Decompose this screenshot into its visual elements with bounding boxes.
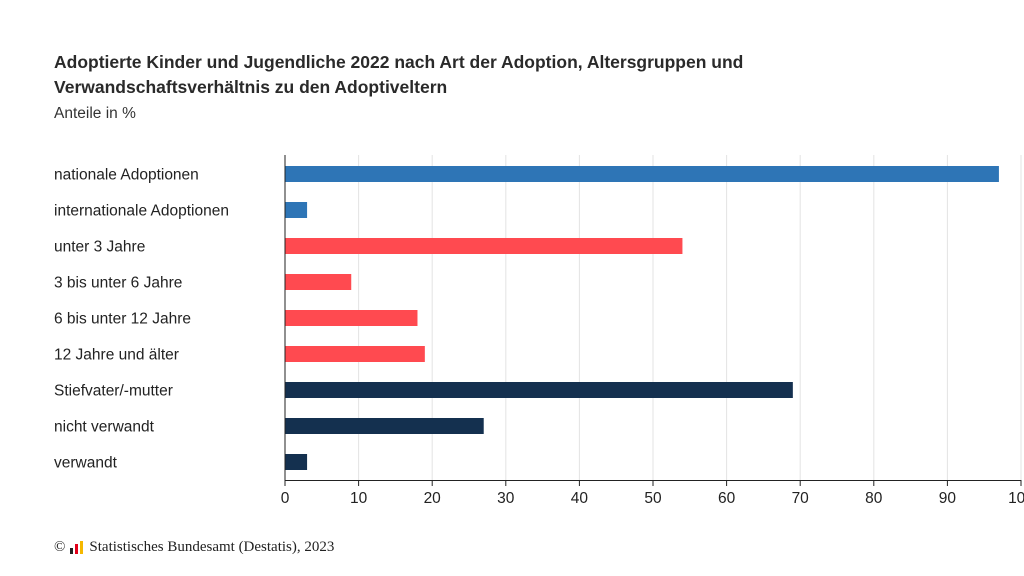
chart-title: Adoptierte Kinder und Jugendliche 2022 n… <box>54 52 744 97</box>
category-label: nationale Adoptionen <box>54 167 199 184</box>
bar <box>285 310 418 326</box>
bar <box>285 418 484 434</box>
category-label: 6 bis unter 12 Jahre <box>54 311 191 328</box>
bar <box>285 238 683 254</box>
category-label: 12 Jahre und älter <box>54 347 179 364</box>
bar <box>285 202 308 218</box>
x-tick-label: 50 <box>644 490 662 507</box>
bar <box>285 274 352 290</box>
bar <box>285 166 999 182</box>
x-tick-label: 70 <box>792 490 810 507</box>
x-tick-label: 30 <box>497 490 515 507</box>
bar <box>285 382 793 398</box>
category-label: nicht verwandt <box>54 419 155 436</box>
x-tick-label: 60 <box>718 490 736 507</box>
bar <box>285 346 425 362</box>
bar <box>285 454 308 470</box>
source-text: Statistisches Bundesamt (Destatis), 2023 <box>89 539 335 555</box>
category-label: unter 3 Jahre <box>54 239 145 256</box>
category-label: internationale Adoptionen <box>54 203 229 220</box>
source-footer: © Statistisches Bundesamt (Destatis), 20… <box>54 539 334 556</box>
x-tick-label: 90 <box>939 490 957 507</box>
x-tick-label: 80 <box>865 490 883 507</box>
x-tick-label: 20 <box>424 490 442 507</box>
category-label: 3 bis unter 6 Jahre <box>54 275 182 292</box>
category-label: Stiefvater/-mutter <box>54 383 173 400</box>
x-tick-label: 10 <box>350 490 368 507</box>
copyright-symbol: © <box>54 539 66 555</box>
chart-subtitle: Anteile in % <box>54 105 136 122</box>
x-tick-label: 40 <box>571 490 589 507</box>
x-tick-label: 0 <box>281 490 290 507</box>
destatis-logo-icon <box>70 540 84 554</box>
category-label: verwandt <box>54 455 118 472</box>
x-tick-label: 100 <box>1008 490 1024 507</box>
